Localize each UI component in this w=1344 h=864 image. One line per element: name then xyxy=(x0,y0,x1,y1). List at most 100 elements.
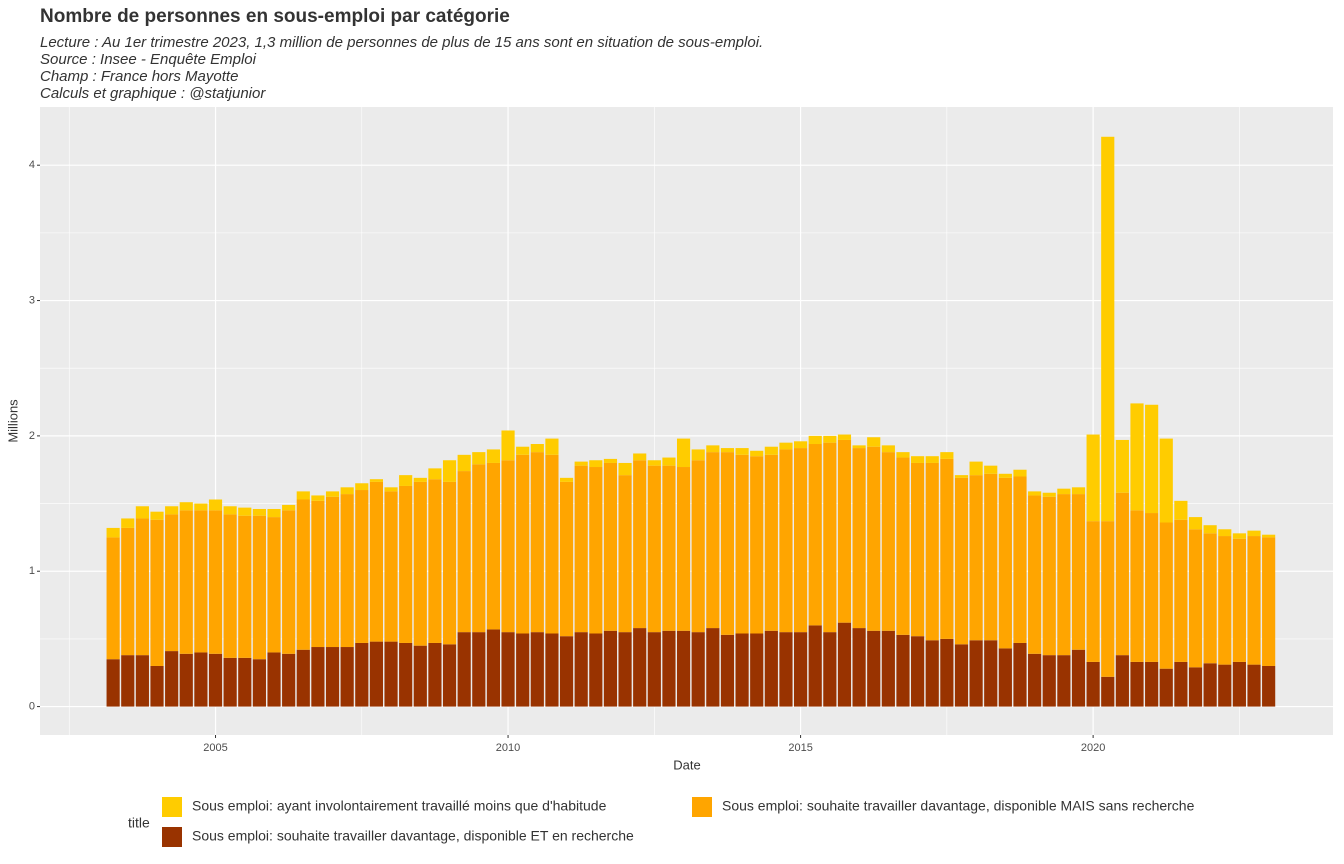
bar-segment xyxy=(238,507,252,516)
bar-segment xyxy=(252,659,266,707)
bar-segment xyxy=(852,448,866,629)
bar-segment xyxy=(486,462,501,630)
bar-segment xyxy=(1218,536,1232,665)
subtitle: Calculs et graphique : @statjunior xyxy=(40,85,266,102)
bar-segment xyxy=(238,657,252,707)
bar-segment xyxy=(969,461,983,476)
bar-segment xyxy=(472,452,486,465)
bar-segment xyxy=(589,467,603,634)
x-axis-label: Date xyxy=(673,757,700,772)
bar-segment xyxy=(501,460,515,633)
bar-segment xyxy=(1188,529,1203,668)
x-tick-label: 2015 xyxy=(788,742,812,754)
bar-segment xyxy=(442,481,457,645)
bar-segment xyxy=(1203,525,1217,534)
bar-segment xyxy=(1057,494,1071,656)
bar-segment xyxy=(457,454,471,472)
bar-segment xyxy=(1247,536,1261,665)
bar-segment xyxy=(442,460,457,482)
bar-segment xyxy=(603,630,618,707)
bar-segment xyxy=(135,506,149,519)
x-tick-label: 2005 xyxy=(203,742,227,754)
bar-segment xyxy=(179,510,193,654)
bar-segment xyxy=(706,445,720,453)
bar-segment xyxy=(340,494,354,648)
bar-segment xyxy=(355,490,369,643)
bar-segment xyxy=(1071,494,1086,650)
bar-segment xyxy=(208,510,223,654)
bar-segment xyxy=(911,636,925,707)
bar-segment xyxy=(984,473,998,641)
bar-segment xyxy=(457,471,471,633)
bar-segment xyxy=(940,452,954,459)
bar-segment xyxy=(647,632,661,707)
bar-segment xyxy=(1174,661,1188,707)
bar-segment xyxy=(896,452,910,458)
bar-segment xyxy=(1115,439,1129,493)
bar-segment xyxy=(1159,522,1173,669)
bar-segment xyxy=(574,632,588,707)
bar-segment xyxy=(1101,521,1115,677)
bar-segment xyxy=(1203,533,1217,664)
bar-segment xyxy=(486,629,501,707)
bar-segment xyxy=(706,452,720,629)
bar-segment xyxy=(325,491,340,497)
bar-segment xyxy=(223,506,237,515)
bar-segment xyxy=(662,630,676,707)
bar-segment xyxy=(516,446,530,455)
bar-segment xyxy=(325,496,340,648)
bar-segment xyxy=(355,642,369,707)
bar-segment xyxy=(106,527,120,538)
bar-segment xyxy=(706,628,720,707)
bar-segment xyxy=(399,642,413,707)
bar-segment xyxy=(633,453,647,461)
bar-segment xyxy=(252,515,266,660)
bar-segment xyxy=(1101,676,1115,707)
bar-segment xyxy=(1145,513,1159,662)
bar-segment xyxy=(1028,653,1042,707)
bar-segment xyxy=(1071,487,1086,495)
bar-segment xyxy=(984,465,998,474)
bar-segment xyxy=(1115,655,1129,707)
bar-segment xyxy=(1057,488,1071,495)
bar-segment xyxy=(325,647,340,707)
y-tick-label: 2 xyxy=(29,430,35,442)
bar-segment xyxy=(589,633,603,707)
bar-segment xyxy=(296,649,310,707)
bar-segment xyxy=(1232,533,1246,539)
bar-segment xyxy=(194,652,208,707)
bar-segment xyxy=(559,477,574,482)
bar-segment xyxy=(413,481,427,646)
legend-key xyxy=(162,797,182,817)
bar-segment xyxy=(940,638,954,707)
bar-segment xyxy=(369,641,383,707)
bar-segment xyxy=(837,622,852,707)
bar-segment xyxy=(1115,492,1129,656)
bar-segment xyxy=(340,647,354,707)
bar-segment xyxy=(823,632,837,707)
bar-segment xyxy=(676,438,691,468)
bar-segment xyxy=(413,645,427,707)
bar-segment xyxy=(1028,495,1042,654)
bar-segment xyxy=(1159,668,1173,707)
bar-segment xyxy=(428,642,442,707)
bar-segment xyxy=(1057,655,1071,707)
legend-label: Sous emploi: souhaite travailler davanta… xyxy=(722,798,1195,814)
bar-segment xyxy=(399,475,413,486)
bar-segment xyxy=(1203,663,1217,707)
bar-segment xyxy=(1159,438,1173,523)
bar-segment xyxy=(501,430,515,461)
bar-segment xyxy=(311,647,325,707)
bar-segment xyxy=(545,633,559,707)
bar-segment xyxy=(472,632,486,707)
bar-segment xyxy=(1174,519,1188,662)
bar-segment xyxy=(720,634,735,707)
bar-segment xyxy=(194,510,208,653)
bar-segment xyxy=(618,462,632,476)
bar-segment xyxy=(194,503,208,511)
bar-segment xyxy=(121,527,135,656)
bar-segment xyxy=(179,502,193,511)
bar-segment xyxy=(881,445,895,453)
bar-segment xyxy=(735,454,749,634)
